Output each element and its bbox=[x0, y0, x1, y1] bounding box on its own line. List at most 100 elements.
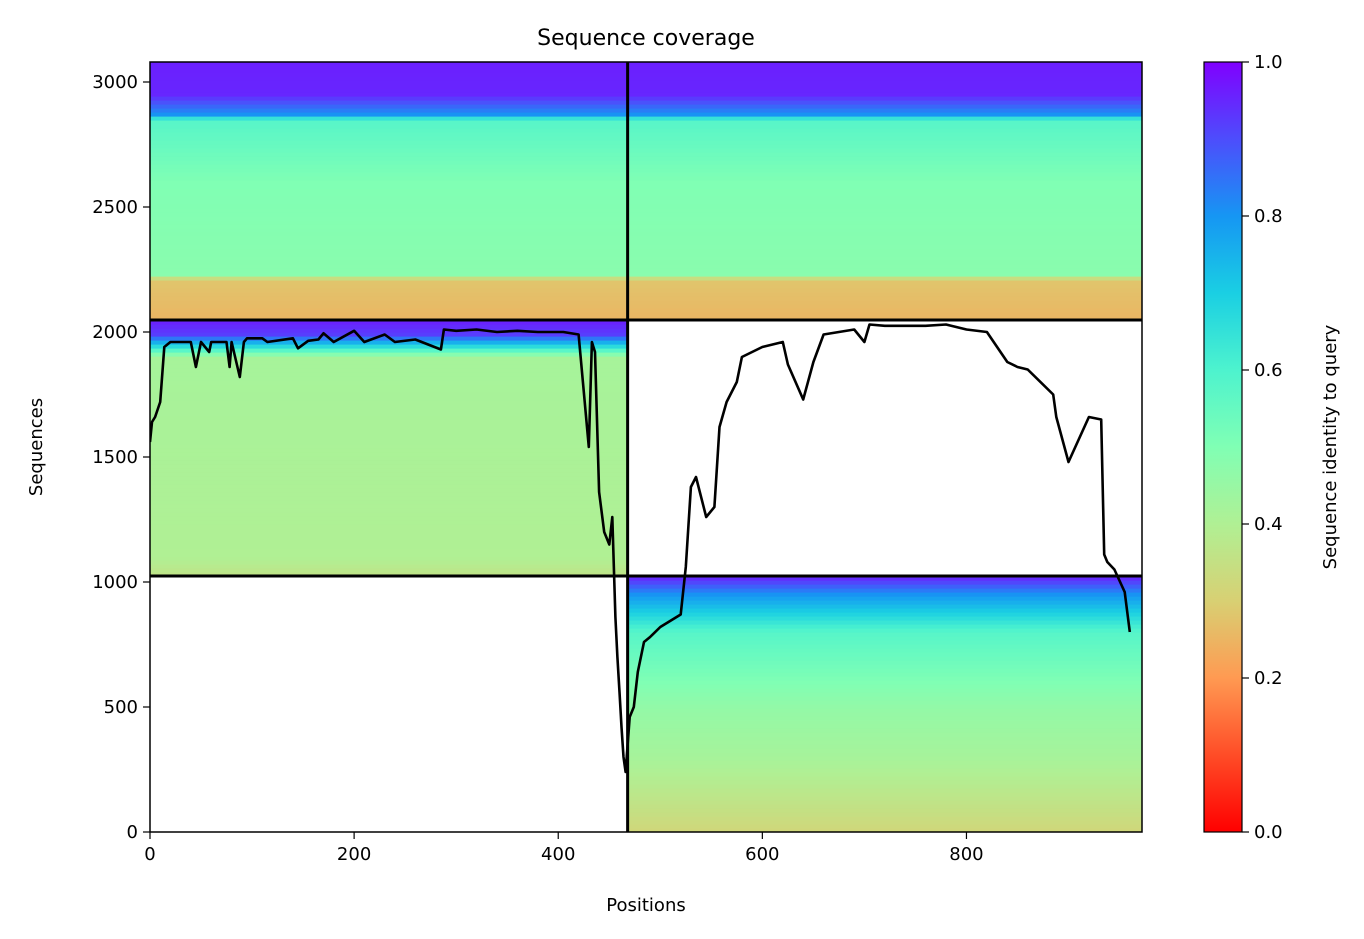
identity-band bbox=[627, 224, 1142, 229]
identity-band bbox=[627, 288, 1142, 293]
identity-band bbox=[150, 68, 628, 73]
identity-band bbox=[627, 656, 1142, 661]
identity-band bbox=[627, 716, 1142, 721]
identity-band bbox=[150, 520, 628, 525]
identity-band bbox=[627, 736, 1142, 741]
identity-band bbox=[627, 620, 1142, 625]
identity-band bbox=[150, 188, 628, 193]
identity-band bbox=[150, 472, 628, 477]
identity-band bbox=[627, 820, 1142, 825]
identity-band bbox=[627, 268, 1142, 273]
identity-band bbox=[627, 784, 1142, 789]
identity-band bbox=[150, 284, 628, 289]
colorbar-tick-label: 1.0 bbox=[1254, 52, 1283, 73]
identity-band bbox=[627, 196, 1142, 201]
chain-B-self-block bbox=[627, 576, 1142, 832]
identity-band bbox=[150, 512, 628, 517]
identity-band bbox=[627, 660, 1142, 665]
identity-band bbox=[627, 316, 1142, 321]
identity-band bbox=[150, 148, 628, 153]
identity-band bbox=[627, 628, 1142, 633]
identity-band bbox=[150, 152, 628, 157]
identity-band bbox=[627, 180, 1142, 185]
identity-band bbox=[627, 772, 1142, 777]
identity-band bbox=[627, 96, 1142, 101]
identity-band bbox=[150, 444, 628, 449]
identity-band bbox=[150, 400, 628, 405]
identity-band bbox=[627, 208, 1142, 213]
identity-band bbox=[150, 324, 628, 329]
identity-band bbox=[627, 168, 1142, 173]
identity-band bbox=[627, 700, 1142, 705]
identity-band bbox=[150, 92, 628, 97]
identity-band bbox=[150, 516, 628, 521]
identity-band bbox=[150, 364, 628, 369]
identity-band bbox=[150, 408, 628, 413]
y-tick-label: 0 bbox=[127, 822, 138, 843]
chain-A-block bbox=[150, 62, 628, 321]
identity-band bbox=[150, 268, 628, 273]
identity-band bbox=[627, 588, 1142, 593]
identity-band bbox=[627, 136, 1142, 141]
identity-band bbox=[150, 508, 628, 513]
identity-band bbox=[627, 804, 1142, 809]
identity-band bbox=[150, 528, 628, 533]
y-tick-label: 1000 bbox=[92, 572, 138, 593]
identity-band bbox=[627, 240, 1142, 245]
identity-band bbox=[150, 500, 628, 505]
identity-band bbox=[150, 128, 628, 133]
identity-band bbox=[150, 164, 628, 169]
identity-band bbox=[627, 248, 1142, 253]
identity-band bbox=[150, 312, 628, 317]
identity-band bbox=[150, 100, 628, 105]
identity-band bbox=[150, 136, 628, 141]
identity-band bbox=[627, 596, 1142, 601]
identity-band bbox=[150, 124, 628, 129]
identity-band bbox=[627, 76, 1142, 81]
x-tick-label: 600 bbox=[745, 844, 779, 865]
y-tick-label: 3000 bbox=[92, 72, 138, 93]
identity-band bbox=[627, 688, 1142, 693]
identity-band bbox=[150, 460, 628, 465]
identity-band bbox=[627, 740, 1142, 745]
identity-band bbox=[150, 352, 628, 357]
identity-band bbox=[150, 296, 628, 301]
y-tick-label: 2000 bbox=[92, 322, 138, 343]
colorbar-tick-label: 0.2 bbox=[1254, 668, 1283, 689]
identity-band bbox=[150, 544, 628, 549]
identity-band bbox=[627, 816, 1142, 821]
identity-band bbox=[150, 452, 628, 457]
identity-band bbox=[150, 264, 628, 269]
identity-band bbox=[150, 404, 628, 409]
identity-band bbox=[627, 776, 1142, 781]
identity-band bbox=[627, 256, 1142, 261]
identity-band bbox=[150, 276, 628, 281]
identity-band bbox=[150, 524, 628, 529]
identity-band bbox=[150, 176, 628, 181]
identity-band bbox=[627, 580, 1142, 585]
identity-band bbox=[627, 264, 1142, 269]
identity-band bbox=[150, 556, 628, 561]
identity-band bbox=[627, 720, 1142, 725]
colorbar-label: Sequence identity to query bbox=[1320, 324, 1341, 569]
identity-band bbox=[150, 248, 628, 253]
identity-band bbox=[627, 296, 1142, 301]
identity-band bbox=[150, 172, 628, 177]
identity-band bbox=[627, 824, 1142, 829]
identity-band bbox=[627, 308, 1142, 313]
identity-band bbox=[627, 728, 1142, 733]
identity-band bbox=[627, 616, 1142, 621]
identity-band bbox=[627, 188, 1142, 193]
identity-band bbox=[627, 108, 1142, 113]
identity-band bbox=[150, 320, 628, 325]
identity-band bbox=[150, 252, 628, 257]
identity-band bbox=[150, 260, 628, 265]
identity-band bbox=[627, 100, 1142, 105]
identity-band bbox=[627, 204, 1142, 209]
plot-frame bbox=[149, 61, 1143, 833]
colorbar-tick-label: 0.6 bbox=[1254, 360, 1283, 381]
x-tick-label: 400 bbox=[541, 844, 575, 865]
identity-band bbox=[627, 604, 1142, 609]
identity-band bbox=[627, 624, 1142, 629]
identity-band bbox=[627, 292, 1142, 297]
